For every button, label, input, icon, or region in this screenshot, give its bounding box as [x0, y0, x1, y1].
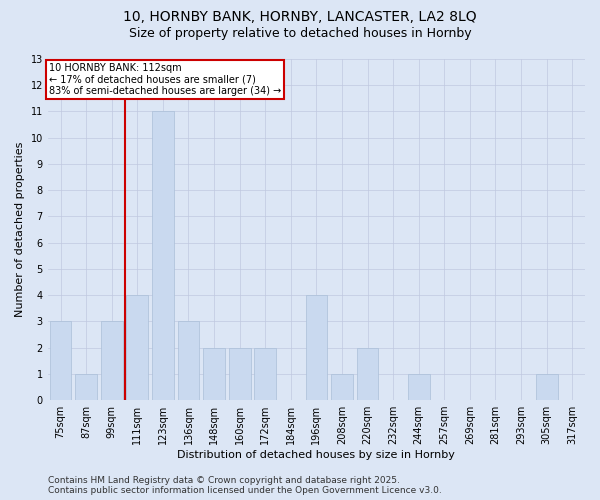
- Text: Contains HM Land Registry data © Crown copyright and database right 2025.
Contai: Contains HM Land Registry data © Crown c…: [48, 476, 442, 495]
- Y-axis label: Number of detached properties: Number of detached properties: [15, 142, 25, 317]
- Bar: [75, 374, 97, 400]
- Bar: [152, 112, 174, 400]
- Bar: [50, 322, 71, 400]
- Text: 10, HORNBY BANK, HORNBY, LANCASTER, LA2 8LQ: 10, HORNBY BANK, HORNBY, LANCASTER, LA2 …: [123, 10, 477, 24]
- Bar: [254, 348, 276, 400]
- X-axis label: Distribution of detached houses by size in Hornby: Distribution of detached houses by size …: [178, 450, 455, 460]
- Text: 10 HORNBY BANK: 112sqm
← 17% of detached houses are smaller (7)
83% of semi-deta: 10 HORNBY BANK: 112sqm ← 17% of detached…: [49, 63, 281, 96]
- Bar: [178, 322, 199, 400]
- Text: Size of property relative to detached houses in Hornby: Size of property relative to detached ho…: [128, 28, 472, 40]
- Bar: [408, 374, 430, 400]
- Bar: [536, 374, 557, 400]
- Bar: [229, 348, 251, 400]
- Bar: [331, 374, 353, 400]
- Bar: [203, 348, 225, 400]
- Bar: [305, 295, 327, 400]
- Bar: [356, 348, 379, 400]
- Bar: [127, 295, 148, 400]
- Bar: [101, 322, 122, 400]
